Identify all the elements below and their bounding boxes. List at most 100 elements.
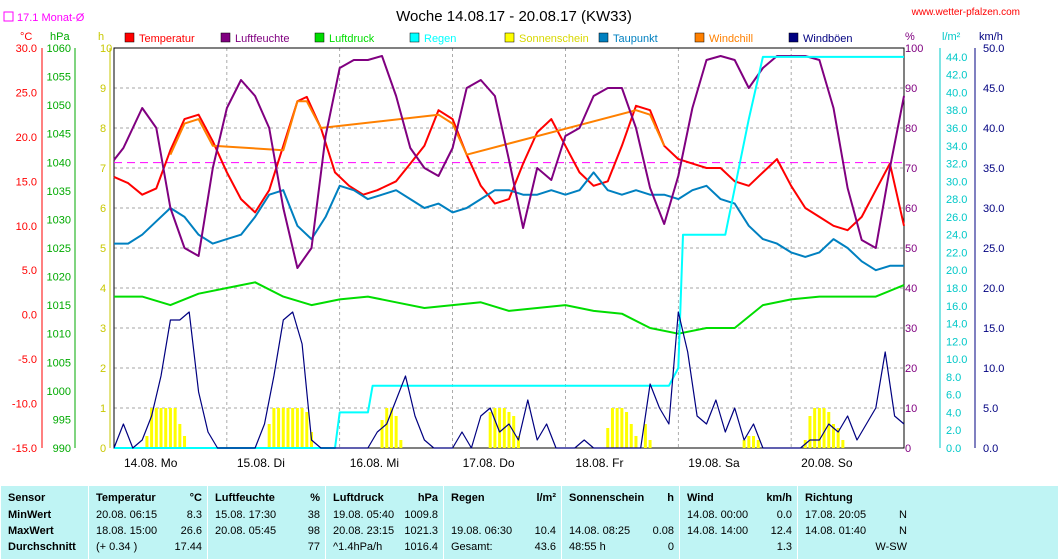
axis-tick-label: 1040 — [47, 157, 71, 169]
legend-swatch-icon — [124, 32, 135, 43]
stats-cell: Sonnenschein — [569, 492, 645, 504]
series-line-luftdruck — [114, 281, 905, 335]
stats-column: Regen l/m² 19.08. 06:30 10.4 Gesamt: 43.6 — [443, 486, 562, 559]
axis-tick-label: 1060 — [47, 43, 71, 55]
axis-tick-label: 1025 — [47, 243, 71, 255]
axis-tick-label: 30.0 — [16, 43, 37, 55]
axis-tick-label: 4.0 — [946, 407, 961, 419]
sunshine-bar — [277, 408, 281, 448]
axis-tick-label: 90 — [905, 83, 917, 95]
axis-tick-label: 9 — [100, 83, 106, 95]
axis-tick-label: 44.0 — [946, 52, 967, 64]
sunshine-bar — [742, 440, 746, 448]
sunshine-bar — [747, 436, 751, 448]
axis-tick-label: 42.0 — [946, 70, 967, 82]
legend-label: Sonnenschein — [519, 33, 589, 45]
axis-rain: 44.0 42.0 40.0 38.0 36.0 34.0 32.0 30.0 28.0 26.0… — [946, 52, 967, 455]
axis-tick-label: 30 — [905, 323, 917, 335]
stats-cell: 19.08. 06:30 — [451, 525, 513, 537]
axis-tick-label: 0.0 — [946, 443, 961, 455]
axis-tick-label: 995 — [53, 414, 71, 426]
stats-cell: 8.3 — [186, 509, 202, 521]
legend-swatch-icon — [409, 32, 420, 43]
sunshine-bar — [305, 412, 309, 448]
series-line-windchill — [169, 100, 666, 156]
stats-cell: Durchschnitt — [8, 541, 76, 553]
axis-tick-label: 34.0 — [946, 141, 967, 153]
sunshine-bar — [507, 412, 511, 448]
stats-cell: 26.6 — [180, 525, 202, 537]
stats-cell: 48:55 h — [569, 541, 606, 553]
stats-cell: h — [667, 492, 674, 504]
stats-cell: Temperatur — [96, 492, 156, 504]
axis-tick-label: 45.0 — [983, 83, 1004, 95]
monthly-avg-label: 17.1 Monat-Ø — [17, 12, 85, 24]
stats-cell: W-SW — [875, 541, 907, 553]
stats-cell: Regen — [451, 492, 485, 504]
monthly-avg-marker-icon — [3, 11, 14, 22]
axis-tick-label: 30.0 — [946, 176, 967, 188]
legend-label: Taupunkt — [613, 33, 658, 45]
legend-label: Temperatur — [139, 33, 195, 45]
statistics-table: Sensor MinWert MaxWert Durchschnitt Temperat… — [0, 486, 1058, 559]
stats-cell: MinWert — [8, 509, 52, 521]
axis-tick-label: 2 — [100, 363, 106, 375]
axis-tick-label: 35.0 — [983, 163, 1004, 175]
legend-label: Luftdruck — [329, 33, 375, 45]
stats-cell: Wind — [687, 492, 714, 504]
stats-cell: Luftfeuchte — [215, 492, 275, 504]
axis-tick-label: 1005 — [47, 357, 71, 369]
sunshine-bar — [831, 424, 835, 448]
axis-tick-label: 0 — [100, 443, 106, 455]
axis-tick-label: 6.0 — [946, 390, 961, 402]
stats-cell: 38 — [307, 509, 320, 521]
x-axis-label: 17.08. Do — [463, 456, 515, 470]
stats-cell: 20.08. 06:15 — [96, 509, 158, 521]
axis-tick-label: 10.0 — [16, 221, 37, 233]
axis-tick-label: 38.0 — [946, 105, 967, 117]
sunshine-bar — [281, 408, 285, 448]
stats-column: Luftfeuchte% 15.08. 17:30 38 20.08. 05:45 98… — [207, 486, 326, 559]
x-axis-label: 19.08. Sa — [688, 456, 740, 470]
axis-tick-label: 1050 — [47, 100, 71, 112]
axis-tick-label: 50.0 — [983, 43, 1004, 55]
axis-tick-label: 32.0 — [946, 159, 967, 171]
sunshine-bar — [295, 408, 299, 448]
axis-tick-label: 10.0 — [946, 354, 967, 366]
axis-tick-label: 14.0 — [946, 319, 967, 331]
sunshine-bar — [145, 436, 149, 448]
axis-tick-label: 25.0 — [983, 243, 1004, 255]
sunshine-bar — [389, 408, 393, 448]
sunshine-bar — [380, 420, 384, 448]
stats-cell: l/m² — [536, 492, 556, 504]
unit-celsius: °C — [20, 31, 32, 43]
axis-tick-label: 24.0 — [946, 230, 967, 242]
legend-label: Windchill — [709, 33, 753, 45]
axis-tick-label: 1 — [100, 403, 106, 415]
axis-tick-label: 1030 — [47, 214, 71, 226]
axis-tick-label: 7 — [100, 163, 106, 175]
axis-tick-label: 990 — [53, 443, 71, 455]
unit-hpa: hPa — [50, 31, 70, 43]
axis-tick-label: 0.0 — [983, 443, 998, 455]
stats-cell: 20.08. 23:15 — [333, 525, 395, 537]
site-url: www.wetter-pfalzen.com — [911, 7, 1020, 18]
x-axis-label: 14.08. Mo — [124, 456, 178, 470]
axis-tick-label: 10 — [905, 403, 917, 415]
sunshine-bar — [272, 408, 276, 448]
axis-tick-label: 8 — [100, 123, 106, 135]
stats-cell: 14.08. 14:00 — [687, 525, 749, 537]
stats-cell: 0.08 — [652, 525, 674, 537]
stats-cell: 12.4 — [770, 525, 792, 537]
axis-temperature: 30.0 25.0 20.0 15.0 10.0 5.0 0.0 -5.0 -10.0 -15.0 — [12, 43, 37, 455]
sunshine-bar — [516, 436, 520, 448]
stats-column: Sensor MinWert MaxWert Durchschnitt — [0, 486, 89, 559]
axis-tick-label: 1015 — [47, 300, 71, 312]
sunshine-bar — [150, 408, 154, 448]
unit-percent: % — [905, 31, 915, 43]
axis-tick-label: 36.0 — [946, 123, 967, 135]
x-axis-label: 16.08. Mi — [350, 456, 399, 470]
sunshine-bar — [629, 424, 633, 448]
